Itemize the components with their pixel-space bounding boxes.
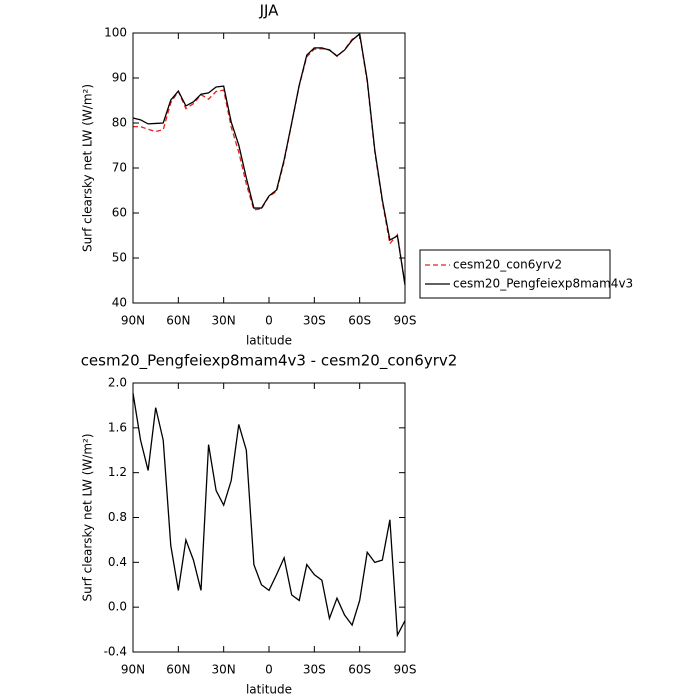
x-tick-label: 30N	[212, 314, 236, 328]
legend-label: cesm20_Pengfeiexp8mam4v3	[453, 277, 633, 291]
y-tick-label: 2.0	[108, 376, 127, 390]
x-tick-label: 90S	[394, 314, 417, 328]
legend-label: cesm20_con6yrv2	[453, 258, 562, 272]
y-tick-label: 90	[112, 71, 127, 85]
x-axis-label: latitude	[246, 683, 292, 697]
x-tick-label: 90N	[121, 663, 145, 677]
plot-frame	[132, 32, 406, 304]
legend-box	[419, 249, 611, 299]
y-tick-label: 80	[112, 116, 127, 130]
x-tick-label: 30S	[303, 663, 326, 677]
y-tick-label: 0.4	[108, 555, 127, 569]
y-axis-label: Surf clearsky net LW (W/m²)	[81, 84, 95, 252]
plot-frame	[132, 382, 406, 653]
chart-title: cesm20_Pengfeiexp8mam4v3 - cesm20_con6yr…	[81, 352, 458, 371]
y-tick-label: 50	[112, 251, 127, 265]
x-tick-label: 0	[265, 314, 273, 328]
x-tick-label: 60N	[166, 314, 190, 328]
x-tick-label: 30S	[303, 314, 326, 328]
y-tick-label: 60	[112, 206, 127, 220]
data-line	[132, 32, 406, 286]
data-line	[133, 33, 406, 285]
x-tick-label: 30N	[212, 663, 236, 677]
y-tick-label: 0.8	[108, 510, 127, 524]
y-tick-label: 40	[112, 296, 127, 310]
x-tick-label: 90N	[121, 314, 145, 328]
x-axis-label: latitude	[246, 334, 292, 348]
chart-title: JJA	[259, 2, 280, 20]
y-tick-label: -0.4	[104, 645, 127, 659]
x-tick-label: 60N	[166, 663, 190, 677]
data-line	[132, 392, 406, 638]
x-tick-label: 60S	[348, 663, 371, 677]
y-tick-label: 100	[104, 26, 127, 40]
y-tick-label: 1.2	[108, 465, 127, 479]
y-tick-label: 1.6	[108, 420, 127, 434]
y-axis-label: Surf clearsky net LW (W/m²)	[81, 433, 95, 601]
x-tick-label: 0	[265, 663, 273, 677]
y-tick-label: 0.0	[108, 600, 127, 614]
x-tick-label: 90S	[394, 663, 417, 677]
y-tick-label: 70	[112, 161, 127, 175]
x-tick-label: 60S	[348, 314, 371, 328]
